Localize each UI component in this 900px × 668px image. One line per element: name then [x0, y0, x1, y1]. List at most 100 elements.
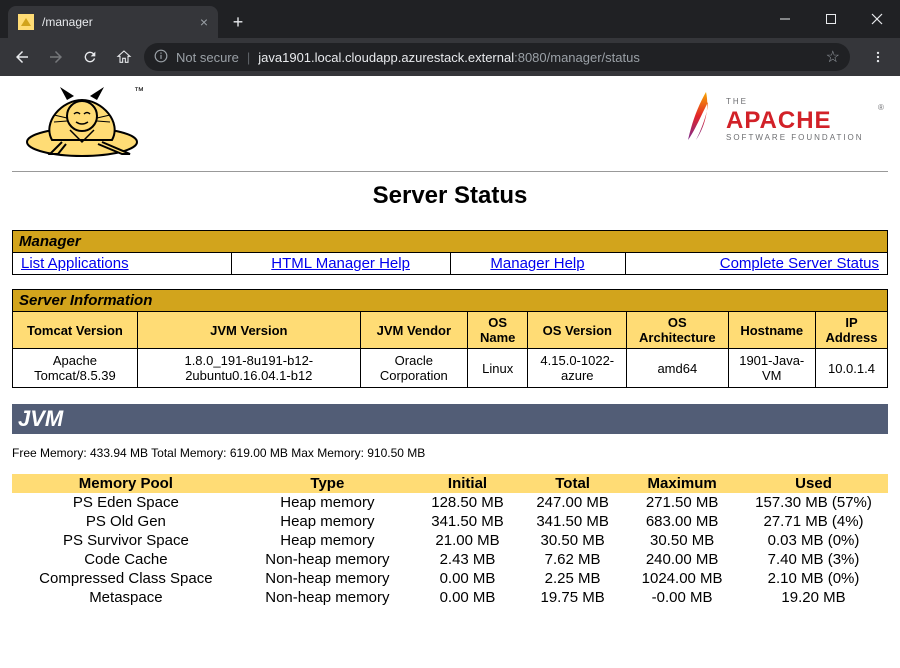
server-info-columns: Tomcat Version JVM Version JVM Vendor OS…: [13, 312, 888, 349]
col-os-arch: OS Architecture: [627, 312, 728, 349]
val-jvm-vendor: Oracle Corporation: [360, 349, 467, 388]
info-icon[interactable]: [154, 49, 168, 66]
table-cell: 341.50 MB: [415, 512, 520, 531]
table-cell: 2.10 MB (0%): [739, 569, 888, 588]
col-type: Type: [240, 474, 415, 493]
memory-pool-table: Memory Pool Type Initial Total Maximum U…: [12, 474, 888, 607]
table-cell: PS Old Gen: [12, 512, 240, 531]
val-os-version: 4.15.0-1022-azure: [528, 349, 627, 388]
separator: |: [247, 50, 250, 65]
table-cell: 7.40 MB (3%): [739, 550, 888, 569]
table-cell: 19.75 MB: [520, 588, 625, 607]
address-bar[interactable]: Not secure | java1901.local.cloudapp.azu…: [144, 43, 850, 71]
reload-button[interactable]: [76, 43, 104, 71]
tomcat-logo: ™: [12, 82, 152, 167]
table-cell: 683.00 MB: [625, 512, 739, 531]
col-ip: IP Address: [815, 312, 887, 349]
val-os-name: Linux: [467, 349, 528, 388]
table-cell: 1024.00 MB: [625, 569, 739, 588]
maximize-button[interactable]: [808, 0, 854, 38]
table-cell: 19.20 MB: [739, 588, 888, 607]
tab-favicon: [18, 14, 34, 30]
col-initial: Initial: [415, 474, 520, 493]
table-cell: 30.50 MB: [625, 531, 739, 550]
table-cell: Non-heap memory: [240, 550, 415, 569]
server-info-header: Server Information: [13, 290, 888, 312]
svg-text:APACHE: APACHE: [726, 107, 832, 134]
col-hostname: Hostname: [728, 312, 815, 349]
val-os-arch: amd64: [627, 349, 728, 388]
table-cell: Non-heap memory: [240, 569, 415, 588]
val-tomcat-version: Apache Tomcat/8.5.39: [13, 349, 138, 388]
table-cell: Compressed Class Space: [12, 569, 240, 588]
svg-text:®: ®: [878, 103, 884, 112]
table-cell: Code Cache: [12, 550, 240, 569]
browser-toolbar: Not secure | java1901.local.cloudapp.azu…: [0, 38, 900, 76]
table-cell: 240.00 MB: [625, 550, 739, 569]
svg-text:™: ™: [134, 86, 144, 97]
col-used: Used: [739, 474, 888, 493]
tab-title: /manager: [42, 15, 192, 29]
apache-logo: THE APACHE ® SOFTWARE FOUNDATION: [678, 88, 888, 153]
col-pool: Memory Pool: [12, 474, 240, 493]
table-cell: PS Survivor Space: [12, 531, 240, 550]
logo-row: ™: [12, 82, 888, 167]
col-jvm-vendor: JVM Vendor: [360, 312, 467, 349]
table-cell: PS Eden Space: [12, 493, 240, 512]
table-cell: Heap memory: [240, 493, 415, 512]
table-cell: 247.00 MB: [520, 493, 625, 512]
col-os-name: OS Name: [467, 312, 528, 349]
header-divider: [12, 171, 888, 172]
table-row: PS Survivor SpaceHeap memory21.00 MB30.5…: [12, 531, 888, 550]
minimize-button[interactable]: [762, 0, 808, 38]
page-viewport[interactable]: ™: [0, 76, 900, 668]
table-row: Code CacheNon-heap memory2.43 MB7.62 MB2…: [12, 550, 888, 569]
table-row: Compressed Class SpaceNon-heap memory0.0…: [12, 569, 888, 588]
manager-help-link[interactable]: Manager Help: [490, 255, 584, 272]
table-cell: 0.00 MB: [415, 588, 520, 607]
table-cell: 271.50 MB: [625, 493, 739, 512]
close-icon[interactable]: ×: [200, 14, 208, 30]
table-cell: 157.30 MB (57%): [739, 493, 888, 512]
memory-summary: Free Memory: 433.94 MB Total Memory: 619…: [12, 446, 888, 460]
bookmark-icon[interactable]: ☆: [826, 47, 840, 67]
manager-table: Manager List Applications HTML Manager H…: [12, 230, 888, 275]
table-cell: 0.03 MB (0%): [739, 531, 888, 550]
table-cell: Heap memory: [240, 531, 415, 550]
server-info-table: Server Information Tomcat Version JVM Ve…: [12, 289, 888, 388]
back-button[interactable]: [8, 43, 36, 71]
page-title: Server Status: [12, 182, 888, 210]
close-window-button[interactable]: [854, 0, 900, 38]
col-max: Maximum: [625, 474, 739, 493]
home-button[interactable]: [110, 43, 138, 71]
browser-titlebar: /manager × +: [0, 0, 900, 38]
forward-button[interactable]: [42, 43, 70, 71]
html-manager-help-link[interactable]: HTML Manager Help: [271, 255, 410, 272]
complete-server-status-link[interactable]: Complete Server Status: [720, 255, 879, 272]
val-ip: 10.0.1.4: [815, 349, 887, 388]
col-os-version: OS Version: [528, 312, 627, 349]
server-info-row: Apache Tomcat/8.5.39 1.8.0_191-8u191-b12…: [13, 349, 888, 388]
col-total: Total: [520, 474, 625, 493]
page-content: ™: [0, 76, 900, 627]
url-text: java1901.local.cloudapp.azurestack.exter…: [258, 50, 640, 65]
table-cell: 2.43 MB: [415, 550, 520, 569]
table-cell: 0.00 MB: [415, 569, 520, 588]
table-cell: Metaspace: [12, 588, 240, 607]
menu-button[interactable]: [864, 43, 892, 71]
table-row: PS Old GenHeap memory341.50 MB341.50 MB6…: [12, 512, 888, 531]
table-cell: 7.62 MB: [520, 550, 625, 569]
table-row: MetaspaceNon-heap memory0.00 MB19.75 MB-…: [12, 588, 888, 607]
new-tab-button[interactable]: +: [224, 8, 252, 36]
pool-columns: Memory Pool Type Initial Total Maximum U…: [12, 474, 888, 493]
table-cell: 128.50 MB: [415, 493, 520, 512]
table-cell: Non-heap memory: [240, 588, 415, 607]
list-applications-link[interactable]: List Applications: [21, 255, 129, 272]
table-cell: -0.00 MB: [625, 588, 739, 607]
table-cell: 27.71 MB (4%): [739, 512, 888, 531]
table-cell: 21.00 MB: [415, 531, 520, 550]
table-cell: 341.50 MB: [520, 512, 625, 531]
table-cell: 30.50 MB: [520, 531, 625, 550]
security-label: Not secure: [176, 50, 239, 65]
browser-tab[interactable]: /manager ×: [8, 6, 218, 38]
